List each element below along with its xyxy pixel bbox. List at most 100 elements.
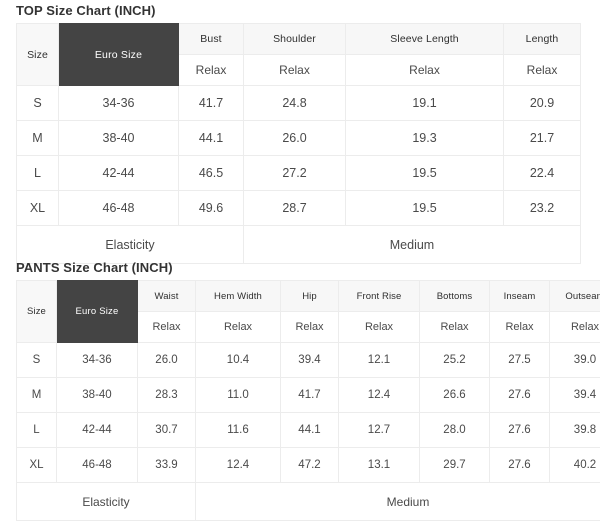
fit-front-rise: Relax <box>339 312 420 343</box>
table-row: S 34-36 41.7 24.8 19.1 20.9 <box>17 86 581 121</box>
fit-hem-width: Relax <box>196 312 281 343</box>
header-metric-length: Length <box>504 24 581 55</box>
cell-size: L <box>17 156 59 191</box>
header-metric-inseam: Inseam <box>490 281 550 312</box>
cell-bust: 41.7 <box>179 86 244 121</box>
cell-shoulder: 24.8 <box>244 86 346 121</box>
table-footer-row: Elasticity Medium <box>17 483 600 521</box>
cell-inseam: 27.5 <box>490 343 550 378</box>
cell-sleeve-length: 19.3 <box>346 121 504 156</box>
cell-size: S <box>17 343 57 378</box>
cell-hip: 39.4 <box>281 343 339 378</box>
fit-length: Relax <box>504 55 581 86</box>
cell-outseam: 39.4 <box>550 378 600 413</box>
cell-size: L <box>17 413 57 448</box>
cell-waist: 30.7 <box>138 413 196 448</box>
header-metric-outseam: Outseam <box>550 281 600 312</box>
cell-front-rise: 13.1 <box>339 448 420 483</box>
top-size-table: Size Euro Size Bust Shoulder Sleeve Leng… <box>16 23 581 264</box>
cell-size: XL <box>17 448 57 483</box>
cell-hem-width: 11.6 <box>196 413 281 448</box>
cell-shoulder: 26.0 <box>244 121 346 156</box>
header-metric-front-rise: Front Rise <box>339 281 420 312</box>
cell-euro: 38-40 <box>57 378 138 413</box>
fit-sleeve-length: Relax <box>346 55 504 86</box>
cell-shoulder: 28.7 <box>244 191 346 226</box>
header-metric-sleeve-length: Sleeve Length <box>346 24 504 55</box>
header-metric-hem-width: Hem Width <box>196 281 281 312</box>
cell-bottoms: 25.2 <box>420 343 490 378</box>
cell-hip: 44.1 <box>281 413 339 448</box>
cell-front-rise: 12.4 <box>339 378 420 413</box>
cell-hem-width: 11.0 <box>196 378 281 413</box>
cell-bust: 46.5 <box>179 156 244 191</box>
header-euro-size: Euro Size <box>59 24 179 86</box>
cell-bust: 44.1 <box>179 121 244 156</box>
cell-size: M <box>17 121 59 156</box>
fit-shoulder: Relax <box>244 55 346 86</box>
table-row: L 42-44 46.5 27.2 19.5 22.4 <box>17 156 581 191</box>
table-header-row: Size Euro Size Waist Hem Width Hip Front… <box>17 281 600 312</box>
cell-euro: 34-36 <box>57 343 138 378</box>
header-metric-bottoms: Bottoms <box>420 281 490 312</box>
footer-elasticity-value: Medium <box>196 483 600 521</box>
table-row: S 34-36 26.0 10.4 39.4 12.1 25.2 27.5 39… <box>17 343 600 378</box>
fit-bottoms: Relax <box>420 312 490 343</box>
header-metric-waist: Waist <box>138 281 196 312</box>
header-metric-shoulder: Shoulder <box>244 24 346 55</box>
cell-length: 22.4 <box>504 156 581 191</box>
table-header-row: Size Euro Size Bust Shoulder Sleeve Leng… <box>17 24 581 55</box>
cell-bottoms: 29.7 <box>420 448 490 483</box>
cell-length: 20.9 <box>504 86 581 121</box>
header-size: Size <box>17 281 57 343</box>
cell-length: 21.7 <box>504 121 581 156</box>
table-row: M 38-40 28.3 11.0 41.7 12.4 26.6 27.6 39… <box>17 378 600 413</box>
cell-front-rise: 12.1 <box>339 343 420 378</box>
cell-euro: 46-48 <box>57 448 138 483</box>
cell-sleeve-length: 19.5 <box>346 191 504 226</box>
cell-outseam: 40.2 <box>550 448 600 483</box>
cell-front-rise: 12.7 <box>339 413 420 448</box>
table-row: L 42-44 30.7 11.6 44.1 12.7 28.0 27.6 39… <box>17 413 600 448</box>
header-size: Size <box>17 24 59 86</box>
cell-euro: 46-48 <box>59 191 179 226</box>
cell-sleeve-length: 19.1 <box>346 86 504 121</box>
footer-elasticity-label: Elasticity <box>17 483 196 521</box>
cell-hip: 41.7 <box>281 378 339 413</box>
table-row: XL 46-48 49.6 28.7 19.5 23.2 <box>17 191 581 226</box>
fit-bust: Relax <box>179 55 244 86</box>
cell-waist: 33.9 <box>138 448 196 483</box>
fit-waist: Relax <box>138 312 196 343</box>
cell-waist: 28.3 <box>138 378 196 413</box>
cell-size: XL <box>17 191 59 226</box>
cell-hem-width: 12.4 <box>196 448 281 483</box>
cell-euro: 42-44 <box>57 413 138 448</box>
cell-length: 23.2 <box>504 191 581 226</box>
cell-euro: 34-36 <box>59 86 179 121</box>
top-size-chart-section: TOP Size Chart (INCH) Size Euro Size Bus… <box>0 0 600 264</box>
cell-hem-width: 10.4 <box>196 343 281 378</box>
fit-outseam: Relax <box>550 312 600 343</box>
pants-size-table: Size Euro Size Waist Hem Width Hip Front… <box>16 280 600 521</box>
cell-euro: 42-44 <box>59 156 179 191</box>
fit-inseam: Relax <box>490 312 550 343</box>
table-row: XL 46-48 33.9 12.4 47.2 13.1 29.7 27.6 4… <box>17 448 600 483</box>
pants-chart-title: PANTS Size Chart (INCH) <box>0 257 600 280</box>
cell-shoulder: 27.2 <box>244 156 346 191</box>
cell-bottoms: 28.0 <box>420 413 490 448</box>
cell-sleeve-length: 19.5 <box>346 156 504 191</box>
header-metric-bust: Bust <box>179 24 244 55</box>
top-chart-title: TOP Size Chart (INCH) <box>0 0 600 23</box>
cell-outseam: 39.8 <box>550 413 600 448</box>
cell-hip: 47.2 <box>281 448 339 483</box>
cell-waist: 26.0 <box>138 343 196 378</box>
header-euro-size: Euro Size <box>57 281 138 343</box>
cell-bust: 49.6 <box>179 191 244 226</box>
cell-inseam: 27.6 <box>490 448 550 483</box>
cell-size: M <box>17 378 57 413</box>
cell-size: S <box>17 86 59 121</box>
cell-inseam: 27.6 <box>490 378 550 413</box>
cell-inseam: 27.6 <box>490 413 550 448</box>
header-metric-hip: Hip <box>281 281 339 312</box>
